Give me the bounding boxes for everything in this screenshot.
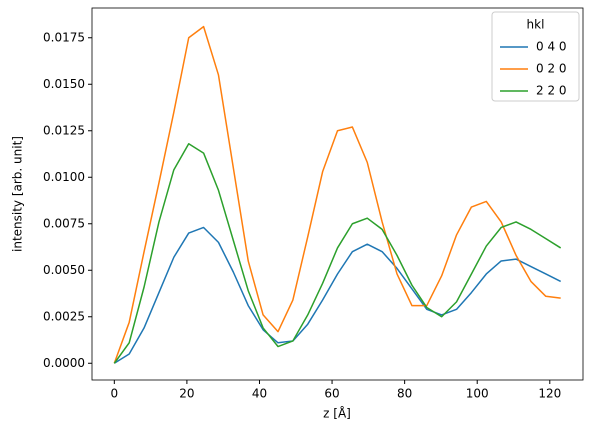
x-tick-label: 100 — [466, 387, 489, 401]
y-tick-label: 0.0150 — [43, 77, 85, 91]
legend-label: 0 2 0 — [536, 62, 567, 76]
series-line — [113, 25, 561, 364]
y-tick-label: 0.0000 — [43, 356, 85, 370]
plot-frame — [91, 7, 584, 381]
y-tick-label: 0.0025 — [43, 309, 85, 323]
x-tick-label: 80 — [397, 387, 412, 401]
legend-label: 2 2 0 — [536, 84, 567, 98]
legend-title: hkl — [527, 18, 545, 32]
y-tick-label: 0.0100 — [43, 170, 85, 184]
x-tick-label: 40 — [252, 387, 267, 401]
x-tick-label: 120 — [538, 387, 561, 401]
x-axis-label: z [Å] — [323, 406, 351, 421]
y-axis-label: intensity [arb. unit] — [11, 136, 25, 252]
x-tick-label: 60 — [324, 387, 339, 401]
y-tick-label: 0.0125 — [43, 123, 85, 137]
y-tick-label: 0.0075 — [43, 216, 85, 230]
y-tick-label: 0.0175 — [43, 30, 85, 44]
legend-label: 0 4 0 — [536, 40, 567, 54]
x-tick-label: 20 — [179, 387, 194, 401]
legend-box — [491, 11, 580, 102]
series-line — [113, 226, 562, 364]
series-line — [113, 143, 562, 364]
y-tick-label: 0.0050 — [43, 263, 85, 277]
x-tick-label: 0 — [110, 387, 118, 401]
